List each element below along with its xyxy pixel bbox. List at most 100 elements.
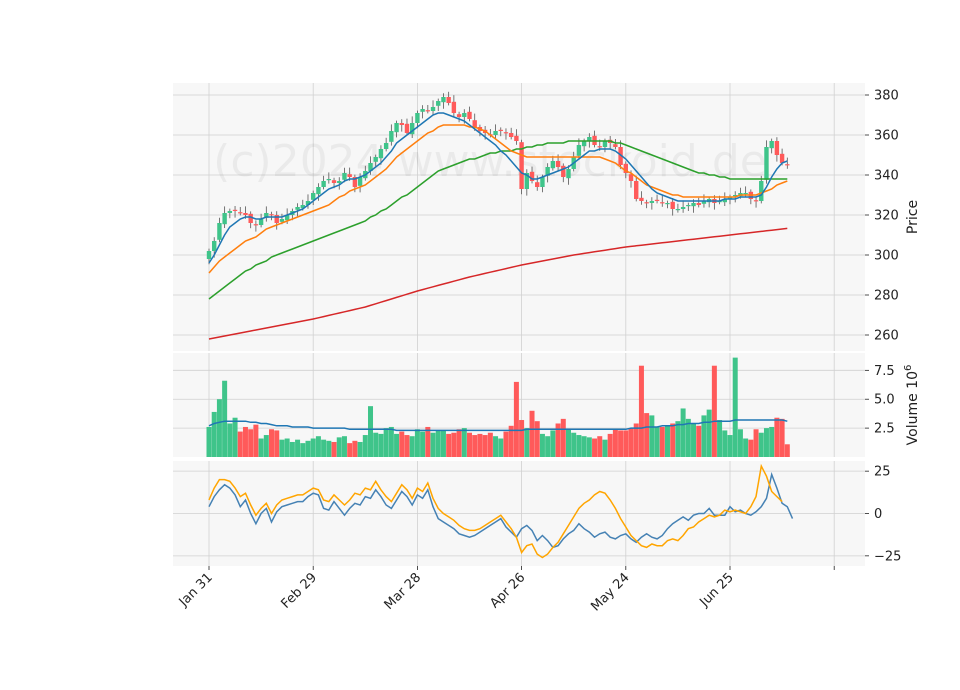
moving-average-fast-line [208,112,788,264]
candle-body [441,97,446,103]
volume-bar [696,425,702,457]
volume-bar [498,438,504,457]
volume-bar [289,441,295,457]
candle-body [462,113,467,117]
oscillator-line-2 [208,463,783,559]
candle-body [279,219,285,222]
candle-body [217,223,222,240]
volume-bar [555,423,561,457]
volume-bar [420,431,426,457]
candle-body [654,199,660,201]
candle-body [232,209,238,211]
volume-bar [623,430,629,457]
volume-bar [206,426,212,457]
candle-body [311,193,316,200]
candle-body [415,113,420,123]
volume-bar [394,433,400,457]
volume-bar [378,433,384,457]
volume-bar [701,415,707,457]
volume-bar [269,429,275,457]
oscillator-tick-label: 0 [874,507,882,522]
candle-body [722,199,727,203]
candle-body [274,215,279,223]
volume-average-line [208,419,788,432]
candle-body [404,123,410,133]
candle-body [670,201,675,209]
volume-axis-label: Volume 106 [903,365,921,446]
candle-body [300,205,305,209]
candle-body [514,135,519,141]
volume-bar [279,439,285,457]
price-tick-label: 320 [874,209,899,224]
candle-body [618,147,623,165]
volume-axis-label-exponent: 6 [903,365,914,371]
volume-bar [675,421,681,457]
volume-bar [628,428,634,457]
candle-body [212,241,217,251]
volume-bar [368,406,374,457]
volume-bar [467,432,472,457]
volume-bar [607,433,613,457]
volume-bar [451,432,457,457]
volume-bar [618,430,624,457]
candle-body [555,161,561,167]
volume-bar [482,435,488,457]
candle-body [680,207,686,209]
volume-bar [263,435,269,457]
volume-bar [435,430,441,457]
volume-bar [711,365,717,457]
volume-bar [633,423,639,457]
gridlines [173,83,865,566]
volume-bar [529,410,535,457]
candle-body [675,209,681,211]
candle-body [399,123,404,125]
candle-body [373,157,378,162]
volume-bar [565,429,571,457]
chart-marks [206,91,794,559]
candle-body [264,213,269,218]
candle-body [759,181,764,201]
x-tick-label: Feb 29 [279,570,321,612]
volume-bar [414,429,420,457]
volume-bar [534,421,540,457]
volume-bar [352,440,358,457]
volume-bar [560,418,566,457]
price-tick-label: 260 [874,329,899,344]
candle-body [368,163,373,171]
candle-body [727,197,733,199]
volume-bar [211,411,217,457]
candle-body [540,177,545,187]
volume-bar [691,423,697,457]
candle-body [425,110,431,112]
price-tick-label: 300 [874,249,899,264]
candle-body [316,187,321,195]
volume-bar [373,432,379,457]
volume-bar [550,430,556,457]
volume-bar [477,433,483,457]
volume-bar [519,420,525,457]
candle-body [305,201,311,205]
oscillator-tick-label: 25 [874,465,891,480]
candle-body [347,174,352,177]
volume-bar [216,399,222,457]
volume-tick-label: 7.5 [874,364,895,379]
volume-bar [748,439,754,457]
volume-bar [237,431,243,457]
volume-bar [341,436,347,457]
candle-body [764,147,769,180]
candle-body [550,161,556,169]
volume-tick-label: 2.5 [874,422,895,437]
candle-body [383,143,389,149]
candle-body [696,203,701,205]
candle-body [613,144,618,147]
candle-body [529,171,535,181]
candle-body [472,120,477,127]
volume-bar [779,418,785,457]
volume-bar [602,439,608,457]
candle-body [493,131,498,135]
volume-bar [487,432,493,457]
volume-bar [576,435,582,457]
candle-body [253,224,259,226]
candle-body [243,213,248,215]
watermark: (c)2024 www.stockoid.de [213,136,767,187]
